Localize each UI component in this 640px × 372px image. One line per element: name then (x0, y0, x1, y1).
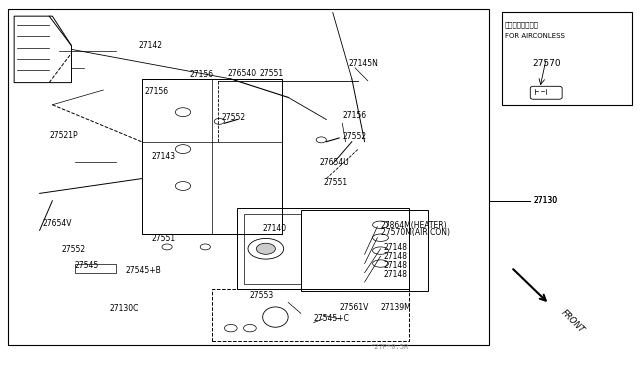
Text: 27553: 27553 (250, 291, 274, 300)
Text: 27156: 27156 (342, 111, 367, 120)
Text: 27552: 27552 (342, 132, 367, 141)
Bar (8, 9, 489, 345)
Text: 27143: 27143 (151, 152, 175, 161)
Text: 27148: 27148 (384, 252, 408, 261)
Text: 27142: 27142 (138, 41, 163, 50)
Bar (212, 289, 409, 341)
Text: 27156: 27156 (145, 87, 169, 96)
Text: 27130: 27130 (534, 196, 557, 205)
Text: 27552: 27552 (62, 245, 86, 254)
Text: 27521P: 27521P (49, 131, 78, 140)
Text: 27145N: 27145N (349, 59, 378, 68)
Text: 27864M(HEATER): 27864M(HEATER) (381, 221, 447, 230)
Text: 27148: 27148 (384, 261, 408, 270)
Text: 27148: 27148 (384, 243, 408, 252)
Text: 27551: 27551 (259, 69, 284, 78)
Text: 27551: 27551 (323, 178, 348, 187)
Bar (237, 208, 409, 289)
Text: 27570: 27570 (532, 59, 561, 68)
Text: 27654U: 27654U (320, 158, 349, 167)
Text: 27545+B: 27545+B (125, 266, 161, 275)
Text: 27545+C: 27545+C (314, 314, 349, 323)
Text: 27139M: 27139M (381, 303, 412, 312)
Text: 27130C: 27130C (109, 304, 139, 313)
Bar (244, 214, 301, 284)
Bar (502, 13, 632, 105)
Text: 27551: 27551 (151, 234, 175, 243)
Text: FRONT: FRONT (559, 308, 586, 334)
Text: 27570M(AIR CON): 27570M(AIR CON) (381, 228, 449, 237)
Bar (141, 79, 282, 234)
Text: 276540: 276540 (228, 69, 257, 78)
Text: 27545: 27545 (75, 261, 99, 270)
Text: 27654V: 27654V (43, 219, 72, 228)
Text: 27148: 27148 (384, 270, 408, 279)
Text: ^27P*0.5R: ^27P*0.5R (371, 344, 409, 350)
Bar (301, 210, 428, 291)
Text: FOR AIRCONLESS: FOR AIRCONLESS (505, 33, 564, 39)
Text: 27130: 27130 (534, 196, 557, 205)
Circle shape (256, 243, 275, 254)
Text: 27561V: 27561V (339, 303, 369, 312)
Bar (75, 263, 116, 273)
Text: 27156: 27156 (189, 70, 214, 79)
Text: 27552: 27552 (221, 113, 245, 122)
Text: エアコン無し仕様: エアコン無し仕様 (505, 22, 539, 28)
Text: 27140: 27140 (262, 224, 287, 233)
